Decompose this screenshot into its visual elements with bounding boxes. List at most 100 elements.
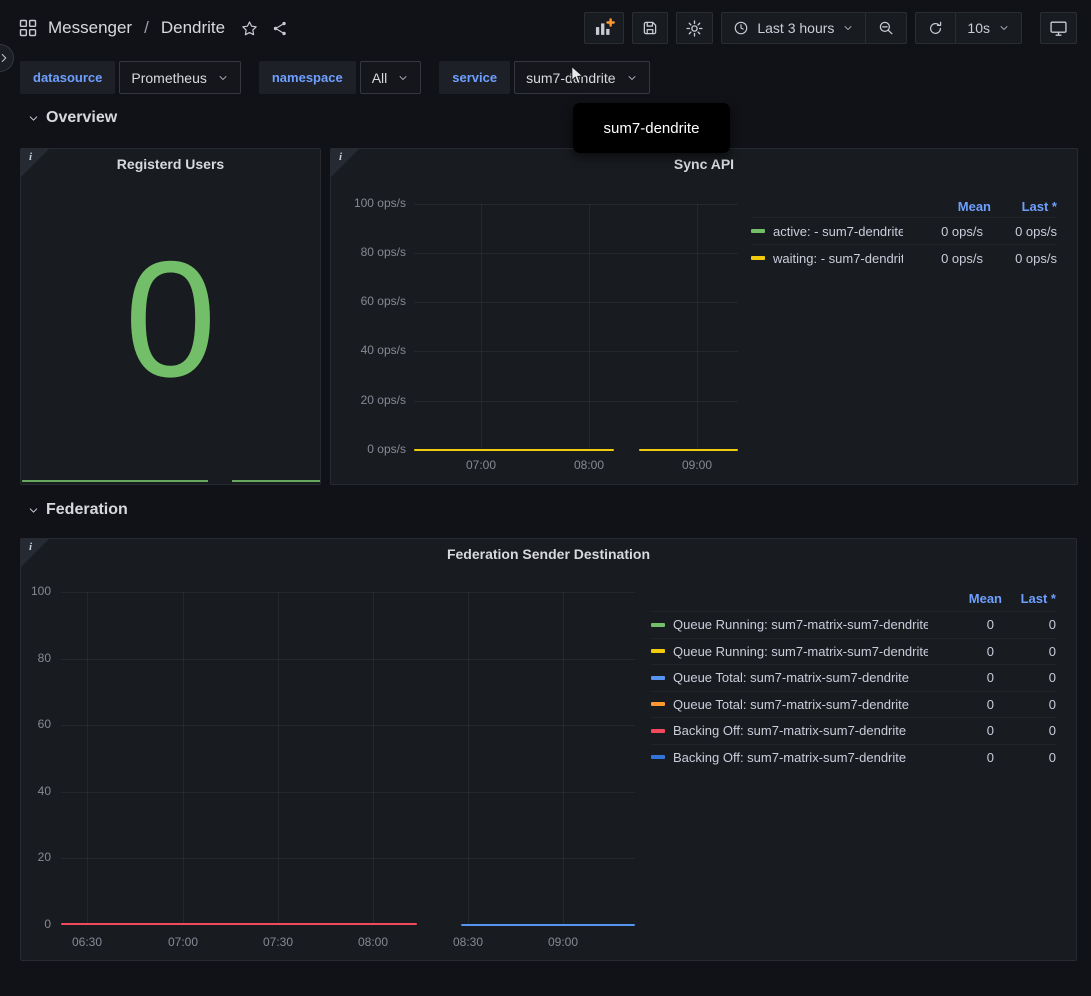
gridline xyxy=(414,351,738,352)
legend-item[interactable]: active: - sum7-dendrite 0 ops/s 0 ops/s xyxy=(751,217,1057,244)
legend-item[interactable]: Backing Off: sum7-matrix-sum7-dendrite 0… xyxy=(651,744,1056,771)
y-axis-tick: 0 ops/s xyxy=(331,442,406,457)
legend-item[interactable]: waiting: - sum7-dendrite 0 ops/s 0 ops/s xyxy=(751,244,1057,271)
legend-last-value: 0 ops/s xyxy=(991,251,1057,266)
legend-label[interactable]: Queue Running: sum7-matrix-sum7-dendrite xyxy=(673,617,928,632)
legend-mean-value: 0 ops/s xyxy=(911,251,983,266)
refresh-group: 10s xyxy=(915,12,1022,44)
share-icon[interactable] xyxy=(272,20,289,37)
gridline xyxy=(414,302,738,303)
legend-label[interactable]: Queue Total: sum7-matrix-sum7-dendrite xyxy=(673,670,928,685)
chevron-down-icon xyxy=(626,72,638,84)
info-icon: i xyxy=(339,151,342,163)
legend-header-mean[interactable]: Mean xyxy=(919,199,991,214)
legend-item[interactable]: Backing Off: sum7-matrix-sum7-dendrite 0… xyxy=(651,717,1056,744)
legend-label[interactable]: active: - sum7-dendrite xyxy=(773,224,903,239)
legend-item[interactable]: Queue Total: sum7-matrix-sum7-dendrite 0… xyxy=(651,691,1056,718)
legend-header-row: Mean Last * xyxy=(651,585,1056,611)
legend-header-row: Mean Last * xyxy=(751,195,1057,217)
refresh-interval-picker[interactable]: 10s xyxy=(956,13,1021,43)
x-axis-tick: 06:30 xyxy=(65,935,109,950)
gridline xyxy=(563,592,564,925)
time-range-picker[interactable]: Last 3 hours xyxy=(722,13,865,43)
legend-mean-value: 0 xyxy=(936,644,994,659)
variable-namespace-value: All xyxy=(372,70,388,86)
legend-label[interactable]: Backing Off: sum7-matrix-sum7-dendrite xyxy=(673,750,928,765)
star-icon[interactable] xyxy=(241,20,258,37)
gridline xyxy=(589,204,590,450)
gridline xyxy=(697,204,698,450)
legend-header-mean[interactable]: Mean xyxy=(944,591,1002,606)
gridline xyxy=(61,592,635,593)
variable-namespace: namespace All xyxy=(259,61,421,94)
legend-last-value: 0 xyxy=(1002,617,1056,632)
dashboard-settings-button[interactable] xyxy=(676,12,713,44)
legend-last-value: 0 xyxy=(1002,697,1056,712)
gridline xyxy=(87,592,88,925)
gridline xyxy=(414,204,738,205)
legend-mean-value: 0 ops/s xyxy=(911,224,983,239)
refresh-dashboard-button[interactable] xyxy=(916,13,955,43)
legend-last-value: 0 ops/s xyxy=(991,224,1057,239)
legend-item[interactable]: Queue Running: sum7-matrix-sum7-dendrite… xyxy=(651,638,1056,665)
panel-info-corner[interactable]: i xyxy=(331,149,359,177)
x-axis-tick: 07:00 xyxy=(161,935,205,950)
save-dashboard-button[interactable] xyxy=(632,12,668,44)
panel-title[interactable]: Sync API xyxy=(365,156,1043,172)
gridline xyxy=(61,792,635,793)
gridline xyxy=(468,592,469,925)
chevron-down-icon xyxy=(842,22,854,34)
legend-label[interactable]: Queue Running: sum7-matrix-sum7-dendrite xyxy=(673,644,928,659)
panel-info-corner[interactable]: i xyxy=(21,149,49,177)
series-line-backing-off-red xyxy=(61,923,417,925)
gridline xyxy=(183,592,184,925)
zoom-out-time-button[interactable] xyxy=(866,13,906,43)
gridline xyxy=(414,401,738,402)
chevron-down-icon xyxy=(27,504,40,517)
legend-item[interactable]: Queue Running: sum7-matrix-sum7-dendrite… xyxy=(651,611,1056,638)
variable-datasource-select[interactable]: Prometheus xyxy=(119,61,240,94)
mouse-cursor xyxy=(570,65,585,86)
y-axis-tick: 20 ops/s xyxy=(331,393,406,408)
breadcrumb-dashboard[interactable]: Dendrite xyxy=(161,18,225,38)
variable-service-label: service xyxy=(439,61,510,94)
add-panel-button[interactable] xyxy=(584,12,624,44)
x-axis-tick: 08:00 xyxy=(564,458,614,473)
gridline xyxy=(481,204,482,450)
x-axis-tick: 07:30 xyxy=(256,935,300,950)
panel-title[interactable]: Registerd Users xyxy=(55,156,286,172)
x-axis-tick: 09:00 xyxy=(672,458,722,473)
panel-info-corner[interactable]: i xyxy=(21,539,49,567)
y-axis-tick: 60 xyxy=(21,717,51,732)
section-header-overview[interactable]: Overview xyxy=(27,109,117,127)
y-axis-tick: 80 ops/s xyxy=(331,245,406,260)
legend-label[interactable]: Backing Off: sum7-matrix-sum7-dendrite xyxy=(673,723,928,738)
legend-label[interactable]: Queue Total: sum7-matrix-sum7-dendrite xyxy=(673,697,928,712)
section-header-federation[interactable]: Federation xyxy=(27,501,128,519)
series-line-waiting xyxy=(414,449,614,451)
series-color-icon xyxy=(651,702,665,706)
legend-mean-value: 0 xyxy=(936,670,994,685)
legend-item[interactable]: Queue Total: sum7-matrix-sum7-dendrite 0… xyxy=(651,664,1056,691)
legend-label[interactable]: waiting: - sum7-dendrite xyxy=(773,251,903,266)
x-axis-tick: 08:30 xyxy=(446,935,490,950)
y-axis-tick: 100 ops/s xyxy=(331,196,406,211)
legend-header-last[interactable]: Last * xyxy=(1002,591,1056,606)
breadcrumb-folder[interactable]: Messenger xyxy=(48,18,132,38)
series-color-icon xyxy=(651,623,665,627)
section-label: Overview xyxy=(46,109,117,127)
kiosk-mode-button[interactable] xyxy=(1040,12,1077,44)
x-axis-tick: 09:00 xyxy=(541,935,585,950)
gridline xyxy=(373,592,374,925)
y-axis-tick: 0 xyxy=(21,917,51,932)
dashboards-grid-icon[interactable] xyxy=(18,18,38,38)
variable-namespace-select[interactable]: All xyxy=(360,61,422,94)
y-axis-tick: 100 xyxy=(21,584,51,599)
series-color-icon xyxy=(751,256,765,260)
gridline xyxy=(61,858,635,859)
gridline xyxy=(61,659,635,660)
variable-service: service sum7-dendrite xyxy=(439,61,649,94)
variable-datasource-label: datasource xyxy=(20,61,115,94)
legend-header-last[interactable]: Last * xyxy=(991,199,1057,214)
panel-title[interactable]: Federation Sender Destination xyxy=(55,546,1042,562)
